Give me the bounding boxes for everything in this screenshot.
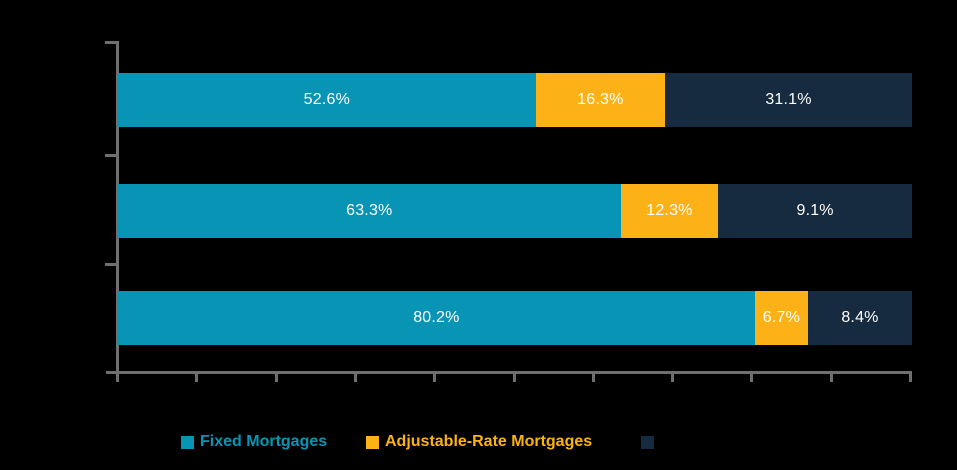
- x-axis-tick: [750, 374, 753, 382]
- x-axis-tick: [513, 374, 516, 382]
- bar-row: 80.2% 6.7% 8.4%: [118, 291, 912, 345]
- x-axis-tick: [592, 374, 595, 382]
- legend-swatch-2: [366, 435, 379, 449]
- x-axis-tick: [275, 374, 278, 382]
- legend-item-2: Adjustable-Rate Mortgages: [366, 432, 592, 452]
- x-axis-tick: [909, 374, 912, 382]
- bar-segment-series1: 80.2%: [118, 291, 755, 345]
- bar-segment-series2: 16.3%: [535, 73, 666, 127]
- bar-segment-series3: 8.4%: [807, 291, 912, 345]
- bar-segment-series3: 9.1%: [718, 184, 912, 238]
- bar-segment-series1: 63.3%: [118, 184, 621, 238]
- data-label: 9.1%: [796, 202, 834, 219]
- legend-swatch-1: [181, 435, 194, 449]
- bar-row: 63.3% 12.3% 9.1%: [118, 184, 912, 238]
- legend-item-1: Fixed Mortgages: [181, 432, 327, 452]
- y-axis-line: [116, 41, 119, 374]
- x-axis-tick: [433, 374, 436, 382]
- legend-label-2: Adjustable-Rate Mortgages: [385, 433, 593, 450]
- y-axis-tick: [105, 41, 116, 44]
- data-label: 12.3%: [646, 202, 693, 219]
- bar-segment-series1: 52.6%: [118, 73, 536, 127]
- x-axis-tick: [830, 374, 833, 382]
- legend-item-3: [641, 432, 654, 452]
- x-axis-tick: [116, 374, 119, 382]
- bar-segment-series3: 31.1%: [665, 73, 912, 127]
- data-label: 6.7%: [762, 309, 801, 326]
- x-axis-tick: [354, 374, 357, 382]
- y-axis-tick: [105, 263, 116, 266]
- data-label: 63.3%: [346, 202, 393, 219]
- data-label: 31.1%: [765, 91, 812, 108]
- legend-swatch-3: [641, 435, 654, 449]
- bar-segment-series2: 12.3%: [620, 184, 719, 238]
- x-axis-tick: [195, 374, 198, 382]
- data-label: 80.2%: [413, 309, 460, 326]
- data-label: 16.3%: [577, 91, 624, 108]
- data-label: 8.4%: [841, 309, 879, 326]
- bar-segment-series2: 6.7%: [754, 291, 808, 345]
- legend-label-1: Fixed Mortgages: [200, 433, 328, 450]
- bar-row: 52.6% 16.3% 31.1%: [118, 73, 912, 127]
- x-axis-line: [106, 371, 912, 374]
- x-axis-tick: [671, 374, 674, 382]
- data-label: 52.6%: [303, 91, 350, 108]
- y-axis-tick: [105, 154, 116, 157]
